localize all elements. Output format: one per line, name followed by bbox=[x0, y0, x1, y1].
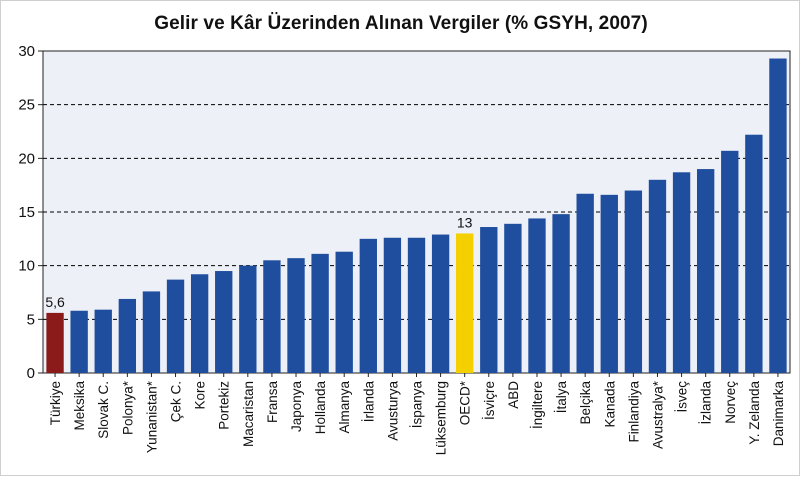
data-label: 5,6 bbox=[45, 294, 65, 310]
category-label: İtalya bbox=[554, 381, 569, 414]
bar bbox=[383, 237, 402, 373]
bar bbox=[215, 271, 233, 373]
category-label: Lüksemburg bbox=[434, 381, 449, 455]
category-label: Çek C. bbox=[169, 381, 184, 422]
bar bbox=[745, 134, 763, 373]
y-tick-label: 15 bbox=[18, 204, 35, 221]
bar bbox=[431, 234, 450, 373]
category-label: OECD* bbox=[458, 380, 473, 425]
bar bbox=[166, 279, 185, 373]
bar bbox=[600, 194, 618, 373]
category-label: Türkiye bbox=[48, 381, 63, 425]
category-label: Avustralya* bbox=[650, 380, 665, 449]
bar bbox=[311, 253, 329, 373]
bar bbox=[407, 237, 426, 373]
category-label: İrlanda bbox=[361, 381, 376, 423]
y-tick-label: 25 bbox=[18, 97, 35, 114]
bar bbox=[142, 291, 161, 373]
y-tick-label: 20 bbox=[18, 150, 35, 167]
category-label: Kanada bbox=[602, 381, 617, 428]
chart-title: Gelir ve Kâr Üzerinden Alınan Vergiler (… bbox=[154, 13, 648, 34]
bar bbox=[118, 298, 137, 373]
category-label: Hollanda bbox=[313, 381, 328, 435]
bar bbox=[263, 260, 281, 373]
category-label: Y. Zelanda bbox=[747, 381, 762, 445]
bar bbox=[70, 310, 88, 373]
bar bbox=[528, 218, 546, 373]
bar bbox=[624, 190, 643, 373]
bar bbox=[769, 58, 787, 373]
category-label: Norveç bbox=[723, 381, 738, 424]
category-label: Meksika bbox=[72, 381, 87, 431]
category-label: İspanya bbox=[410, 381, 425, 429]
bar bbox=[480, 227, 498, 373]
bar bbox=[672, 172, 691, 373]
y-tick-label: 5 bbox=[27, 311, 35, 328]
bar bbox=[576, 193, 594, 373]
bar bbox=[504, 223, 522, 373]
category-label: Portekiz bbox=[217, 381, 232, 430]
category-label: Slovak C. bbox=[96, 381, 111, 439]
category-label: Japonya bbox=[289, 381, 304, 433]
category-label: İsveç bbox=[675, 381, 690, 413]
bar bbox=[287, 258, 305, 373]
category-label: Yunanistan* bbox=[144, 380, 159, 453]
y-tick-label: 30 bbox=[18, 43, 35, 60]
category-label: Almanya bbox=[337, 381, 352, 434]
bar bbox=[335, 251, 353, 373]
bar bbox=[190, 274, 209, 373]
bar bbox=[359, 238, 377, 373]
category-label: Macaristan bbox=[241, 381, 256, 447]
bar bbox=[456, 233, 474, 373]
category-label: Fransa bbox=[265, 381, 280, 424]
bar bbox=[94, 309, 112, 373]
bar bbox=[721, 150, 739, 373]
category-label: Avusturya bbox=[385, 381, 400, 441]
bar bbox=[239, 265, 257, 373]
category-label: İsviçre bbox=[482, 381, 497, 420]
bar bbox=[46, 312, 64, 373]
bar bbox=[696, 169, 715, 373]
data-label: 13 bbox=[457, 214, 473, 230]
category-label: ABD bbox=[506, 381, 521, 409]
y-tick-label: 10 bbox=[18, 258, 35, 275]
category-label: İngiltere bbox=[530, 381, 545, 429]
category-label: Belçika bbox=[578, 381, 593, 425]
category-label: Polonya* bbox=[120, 380, 135, 435]
bar bbox=[648, 179, 667, 373]
category-label: Danimarka bbox=[771, 381, 786, 447]
bar bbox=[552, 214, 570, 373]
category-label: Finlandiya bbox=[626, 381, 641, 443]
category-label: İzlanda bbox=[699, 381, 714, 425]
y-tick-label: 0 bbox=[27, 365, 35, 382]
category-label: Kore bbox=[193, 381, 208, 410]
